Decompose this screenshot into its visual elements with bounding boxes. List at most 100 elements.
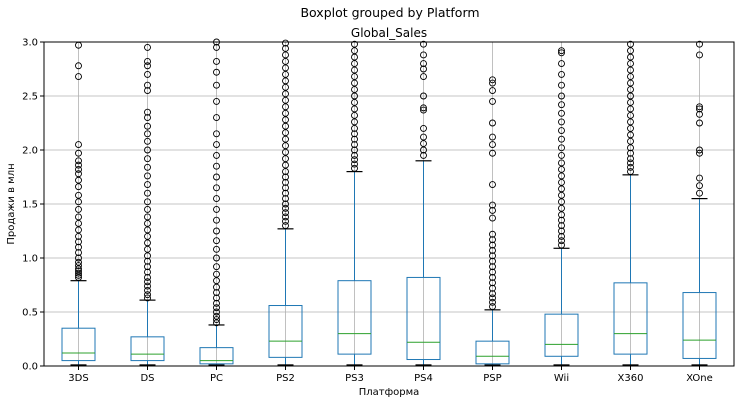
outlier-point [558,165,565,173]
outlier-point [489,214,496,222]
outlier-point [558,101,565,109]
outlier-point [489,181,496,189]
outlier-point [75,191,82,199]
y-tick-label: 1.5 [22,200,38,211]
outlier-point [144,81,151,89]
box-PC [199,38,234,366]
outlier-point [558,47,565,55]
boxplot-boxes [61,38,717,366]
iqr-box [475,340,510,365]
outlier-point [696,149,703,157]
outlier-point [351,164,358,172]
outlier-point [489,133,496,141]
outlier-point [144,163,151,171]
outlier-point [282,204,289,212]
iqr-box [406,276,441,361]
outlier-point [558,237,565,245]
outlier-point [558,211,565,219]
box-XOne [682,40,717,366]
outlier-point [213,283,220,291]
box-Wii [544,47,579,366]
outlier-point [213,312,220,320]
y-axis-label: Продажи в млн [6,163,17,244]
outlier-point [282,109,289,117]
outlier-point [144,282,151,290]
outlier-point [627,118,634,126]
iqr-box [613,282,648,355]
outlier-point [420,106,427,114]
outlier-point [351,47,358,55]
outlier-point [627,168,634,176]
outlier-point [420,140,427,147]
outlier-point [75,269,82,277]
outlier-point [144,219,151,227]
outlier-point [213,294,220,302]
outlier-point [213,263,220,271]
outlier-point [696,110,703,118]
outlier-point [351,135,358,143]
outlier-point [213,43,220,51]
outlier-point [627,47,634,55]
outlier-point [351,60,358,68]
outlier-point [489,97,496,105]
outlier-point [144,294,151,302]
outlier-point [420,60,427,68]
outlier-point [489,279,496,287]
outlier-point [489,149,496,157]
outlier-point [75,170,82,178]
iqr-box [337,280,372,355]
outlier-point [213,195,220,203]
outlier-point [489,87,496,95]
outlier-point [144,263,151,271]
outlier-point [696,119,703,127]
outlier-point [144,232,151,240]
outlier-point [351,105,358,113]
outlier-point [282,45,289,52]
outlier-point [282,96,289,104]
outlier-point [558,172,565,180]
iqr-box [682,292,717,359]
outlier-point [558,49,565,57]
outlier-point [420,104,427,112]
outlier-point [282,39,289,47]
x-tick-label: PS4 [414,373,433,384]
outlier-point [351,73,358,81]
outlier-point [420,151,427,159]
outlier-point [696,103,703,111]
outlier-point [213,57,220,65]
outlier-point [75,161,82,169]
outlier-point [75,149,82,157]
outlier-point [144,130,151,138]
x-tick-label: PS2 [276,373,295,384]
outlier-point [627,124,634,132]
outlier-point [627,53,634,61]
outlier-point [144,70,151,78]
outlier-point [282,83,289,91]
outlier-point [75,198,82,206]
outlier-point [144,239,151,247]
outlier-point [489,241,496,249]
outlier-point [144,155,151,163]
outlier-point [627,79,634,87]
outlier-point [213,68,220,76]
y-tick-label: 2.0 [22,146,38,157]
outlier-point [282,70,289,78]
outlier-point [144,198,151,206]
grid-lines [44,41,734,367]
outlier-point [213,97,220,105]
outlier-point [144,252,151,260]
outlier-point [144,226,151,234]
iqr-box [130,336,165,362]
outlier-point [144,122,151,130]
outlier-point [75,254,82,262]
outlier-point [213,114,220,122]
outlier-point [75,226,82,234]
y-tick-label: 2.5 [22,92,38,103]
outlier-point [213,162,220,170]
outlier-point [627,73,634,81]
box-PS2 [268,39,303,366]
outlier-point [558,216,565,224]
outlier-point [213,130,220,138]
outlier-point [213,216,220,224]
